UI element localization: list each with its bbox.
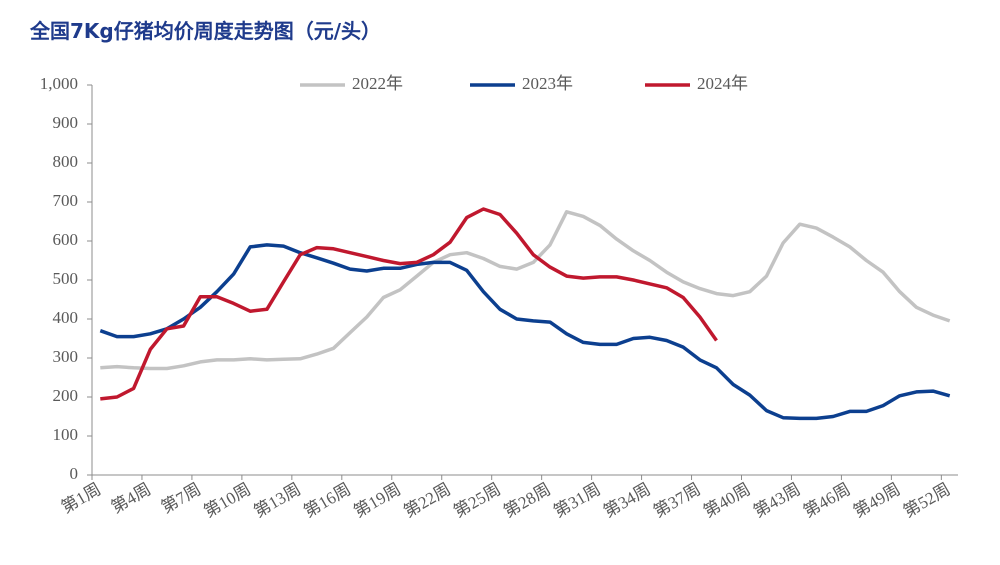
y-tick-label: 600 — [53, 230, 79, 249]
x-tick-label: 第40周 — [700, 479, 754, 521]
x-tick-label: 第46周 — [800, 479, 854, 521]
x-tick-label: 第49周 — [850, 479, 904, 521]
x-tick-label: 第10周 — [200, 479, 254, 521]
series-line — [100, 210, 951, 371]
x-tick-label: 第37周 — [650, 479, 704, 521]
y-tick-label: 900 — [53, 113, 79, 132]
y-tick-label: 200 — [53, 386, 79, 405]
y-tick-label: 700 — [53, 191, 79, 210]
y-tick-label: 800 — [53, 152, 79, 171]
x-tick-label: 第31周 — [550, 479, 604, 521]
x-tick-label: 第7周 — [158, 479, 204, 517]
series-line — [100, 207, 718, 401]
y-tick-label: 400 — [53, 308, 79, 327]
chart-title: 全国7Kg仔猪均价周度走势图（元/头） — [29, 19, 381, 43]
x-tick-label: 第1周 — [58, 479, 104, 517]
x-tick-label: 第4周 — [108, 479, 154, 517]
x-tick-label: 第25周 — [450, 479, 504, 521]
legend-label: 2022年 — [352, 74, 403, 93]
x-tick-label: 第16周 — [300, 479, 354, 521]
series-line — [99, 243, 951, 421]
y-tick-label: 300 — [53, 347, 79, 366]
x-tick-label: 第22周 — [400, 479, 454, 521]
legend-label: 2023年 — [522, 74, 573, 93]
legend-label: 2024年 — [697, 74, 748, 93]
y-tick-label: 1,000 — [40, 74, 78, 93]
x-tick-label: 第13周 — [250, 479, 304, 521]
y-tick-label: 100 — [53, 425, 79, 444]
x-tick-label: 第28周 — [500, 479, 554, 521]
x-tick-label: 第19周 — [350, 479, 404, 521]
y-tick-label: 0 — [70, 464, 79, 483]
y-tick-label: 500 — [53, 269, 79, 288]
x-tick-label: 第43周 — [750, 479, 804, 521]
x-tick-label: 第34周 — [600, 479, 654, 521]
x-tick-label: 第52周 — [900, 479, 954, 521]
